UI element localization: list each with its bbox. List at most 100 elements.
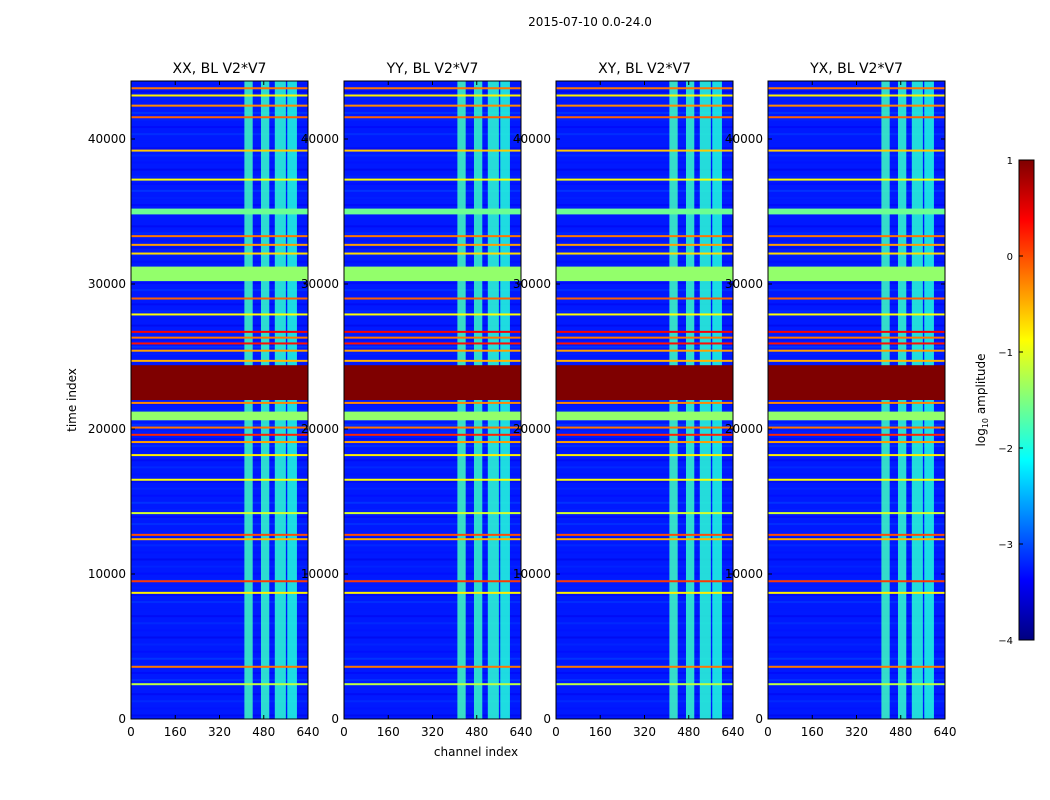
noise-row (131, 693, 308, 696)
x-tick-label: 0 (552, 725, 560, 739)
noise-row (131, 196, 308, 199)
noise-row (344, 289, 521, 292)
noise-row (768, 296, 945, 299)
flagged-row (556, 87, 733, 90)
flagged-row (556, 342, 733, 345)
noise-row (344, 437, 521, 440)
noise-row (131, 111, 308, 114)
flagged-row (344, 313, 521, 316)
noise-row (768, 423, 945, 426)
noise-row (131, 140, 308, 143)
noise-row (344, 466, 521, 469)
noise-row (131, 175, 308, 178)
noise-row (556, 218, 733, 221)
flag-band (556, 411, 733, 421)
flagged-row (344, 235, 521, 238)
flagged-row (131, 330, 308, 333)
flagged-row (768, 401, 945, 404)
noise-row (556, 289, 733, 292)
noise-row (131, 671, 308, 674)
noise-row (556, 608, 733, 611)
noise-row (556, 508, 733, 511)
flagged-row (344, 252, 521, 255)
noise-row (768, 452, 945, 455)
flagged-row (556, 313, 733, 316)
noise-row (768, 686, 945, 689)
noise-row (556, 118, 733, 121)
flagged-row (344, 359, 521, 362)
noise-row (131, 246, 308, 249)
noise-row (556, 686, 733, 689)
noise-row (131, 551, 308, 554)
noise-row (344, 239, 521, 242)
flagged-row (768, 297, 945, 300)
noise-row (768, 111, 945, 114)
noise-row (768, 615, 945, 618)
noise-row (344, 508, 521, 511)
noise-row (344, 544, 521, 547)
noise-row (344, 523, 521, 526)
noise-row (768, 487, 945, 490)
noise-row (131, 345, 308, 348)
y-tick-label: 0 (118, 712, 126, 726)
noise-row (768, 707, 945, 710)
x-tick-label: 0 (764, 725, 772, 739)
flagged-row (556, 243, 733, 246)
panel-1: YY, BL V2*V7 0 160 320 480 640 0 10000 20000 3000… (301, 61, 533, 739)
flag-band (768, 411, 945, 421)
noise-row (344, 218, 521, 221)
flagged-row (344, 433, 521, 436)
flagged-row (344, 87, 521, 90)
noise-row (344, 501, 521, 504)
noise-row (556, 182, 733, 185)
noise-row (131, 239, 308, 242)
flagged-row (344, 441, 521, 444)
noise-row (768, 473, 945, 476)
noise-row (768, 508, 945, 511)
flagged-row (768, 441, 945, 444)
noise-row (344, 196, 521, 199)
noise-row (556, 345, 733, 348)
colorbar-tick-label: −1 (998, 348, 1013, 359)
noise-row (344, 636, 521, 639)
noise-row (768, 480, 945, 483)
flag-band (131, 411, 308, 421)
flagged-row (556, 591, 733, 594)
flagged-row (556, 94, 733, 97)
noise-row (768, 650, 945, 653)
noise-row (131, 459, 308, 462)
flagged-row (344, 426, 521, 429)
noise-row (131, 700, 308, 703)
flagged-row (556, 401, 733, 404)
flagged-row (344, 665, 521, 668)
noise-row (556, 551, 733, 554)
colorbar-tick-label: −2 (998, 444, 1013, 455)
noise-row (131, 515, 308, 518)
noise-row (344, 175, 521, 178)
noise-row (768, 317, 945, 320)
y-tick-label: 40000 (301, 132, 339, 146)
flagged-row (131, 313, 308, 316)
noise-row (344, 643, 521, 646)
flagged-row (344, 401, 521, 404)
noise-row (556, 487, 733, 490)
panel-3: YX, BL V2*V7 0 160 320 480 640 0 10000 20000 3000… (725, 61, 957, 739)
flagged-row (768, 149, 945, 152)
flag-band (768, 208, 945, 215)
colorbar-label-suffix: amplitude (974, 354, 988, 418)
noise-row (556, 126, 733, 129)
noise-row (556, 593, 733, 596)
flagged-row (556, 441, 733, 444)
flagged-row (131, 401, 308, 404)
noise-row (556, 473, 733, 476)
noise-row (768, 204, 945, 207)
flagged-row (131, 580, 308, 583)
noise-row (768, 161, 945, 164)
flagged-row (344, 683, 521, 686)
y-tick-label: 20000 (88, 422, 126, 436)
y-tick-label: 0 (543, 712, 551, 726)
noise-row (768, 629, 945, 632)
noise-row (556, 480, 733, 483)
panels-group: XX, BL V2*V7 0 160 320 480 640 0 10000 20000 3000… (88, 61, 957, 739)
noise-row (344, 459, 521, 462)
